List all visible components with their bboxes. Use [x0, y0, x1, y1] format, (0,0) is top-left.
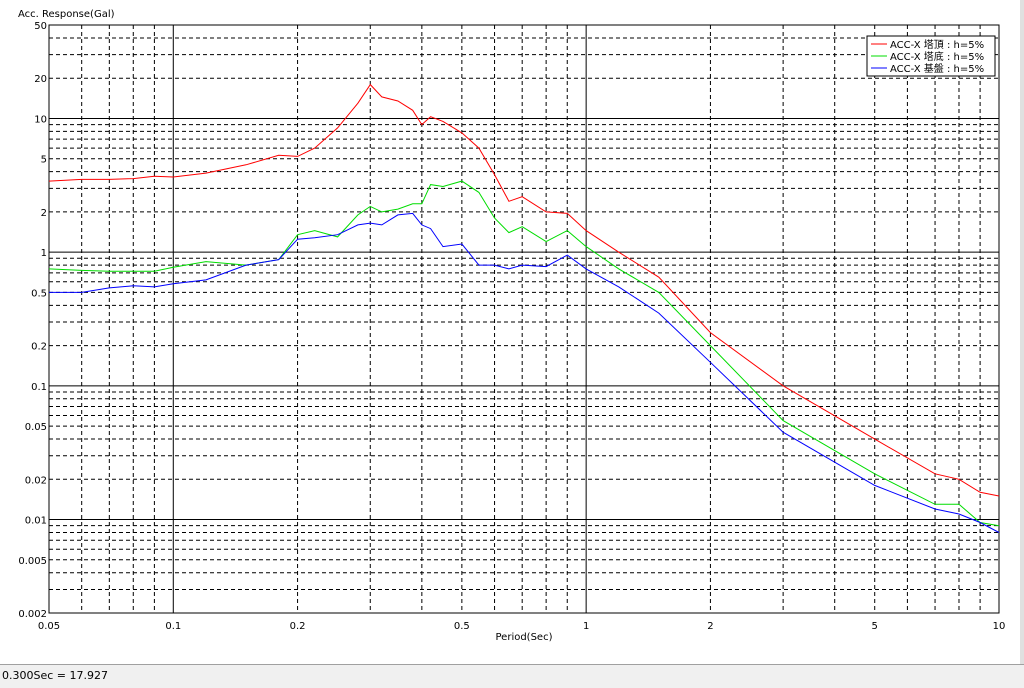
x-tick-label: 5: [872, 621, 878, 632]
legend-label: ACC-X 塔頂 : h=5%: [890, 38, 984, 51]
legend-label: ACC-X 基盤 : h=5%: [890, 62, 984, 75]
x-tick-label: 0.1: [165, 621, 181, 632]
y-tick-label: 20: [34, 74, 47, 85]
legend-box: [866, 35, 996, 77]
window-edge: [1020, 0, 1024, 664]
x-tick-label: 0.05: [38, 621, 60, 632]
series-line: [48, 180, 1000, 527]
status-bar: 0.300Sec = 17.927: [0, 664, 1024, 688]
x-tick-label: 10: [993, 621, 1006, 632]
legend-label: ACC-X 塔底 : h=5%: [890, 50, 984, 63]
x-tick-label: 2: [707, 621, 713, 632]
y-tick-label: 1: [41, 248, 47, 259]
y-tick-label: 50: [34, 21, 47, 32]
plot-frame: [48, 24, 1000, 614]
y-axis-label: Acc. Response(Gal): [18, 9, 115, 20]
y-tick-label: 0.02: [25, 475, 47, 486]
x-tick-label: 0.2: [290, 621, 306, 632]
x-tick-label: 1: [583, 621, 589, 632]
y-tick-label: 0.05: [25, 422, 47, 433]
y-tick-label: 0.002: [18, 609, 47, 620]
y-tick-label: 0.005: [18, 556, 47, 567]
y-tick-label: 10: [34, 114, 47, 125]
x-tick-label: 0.5: [454, 621, 470, 632]
y-tick-label: 2: [41, 208, 47, 219]
y-tick-label: 0.01: [25, 516, 47, 527]
y-tick-label: 0.5: [31, 288, 47, 299]
chart: Acc. Response(Gal) Period(Sec) 0.05 0.1 0.…: [18, 0, 1024, 664]
series-line: [48, 83, 1000, 497]
y-tick-label: 0.1: [31, 382, 47, 393]
series-line: [49, 212, 1000, 533]
x-axis-label: Period(Sec): [496, 632, 553, 643]
y-tick-label: 0.2: [31, 342, 47, 353]
y-tick-label: 5: [41, 155, 47, 166]
